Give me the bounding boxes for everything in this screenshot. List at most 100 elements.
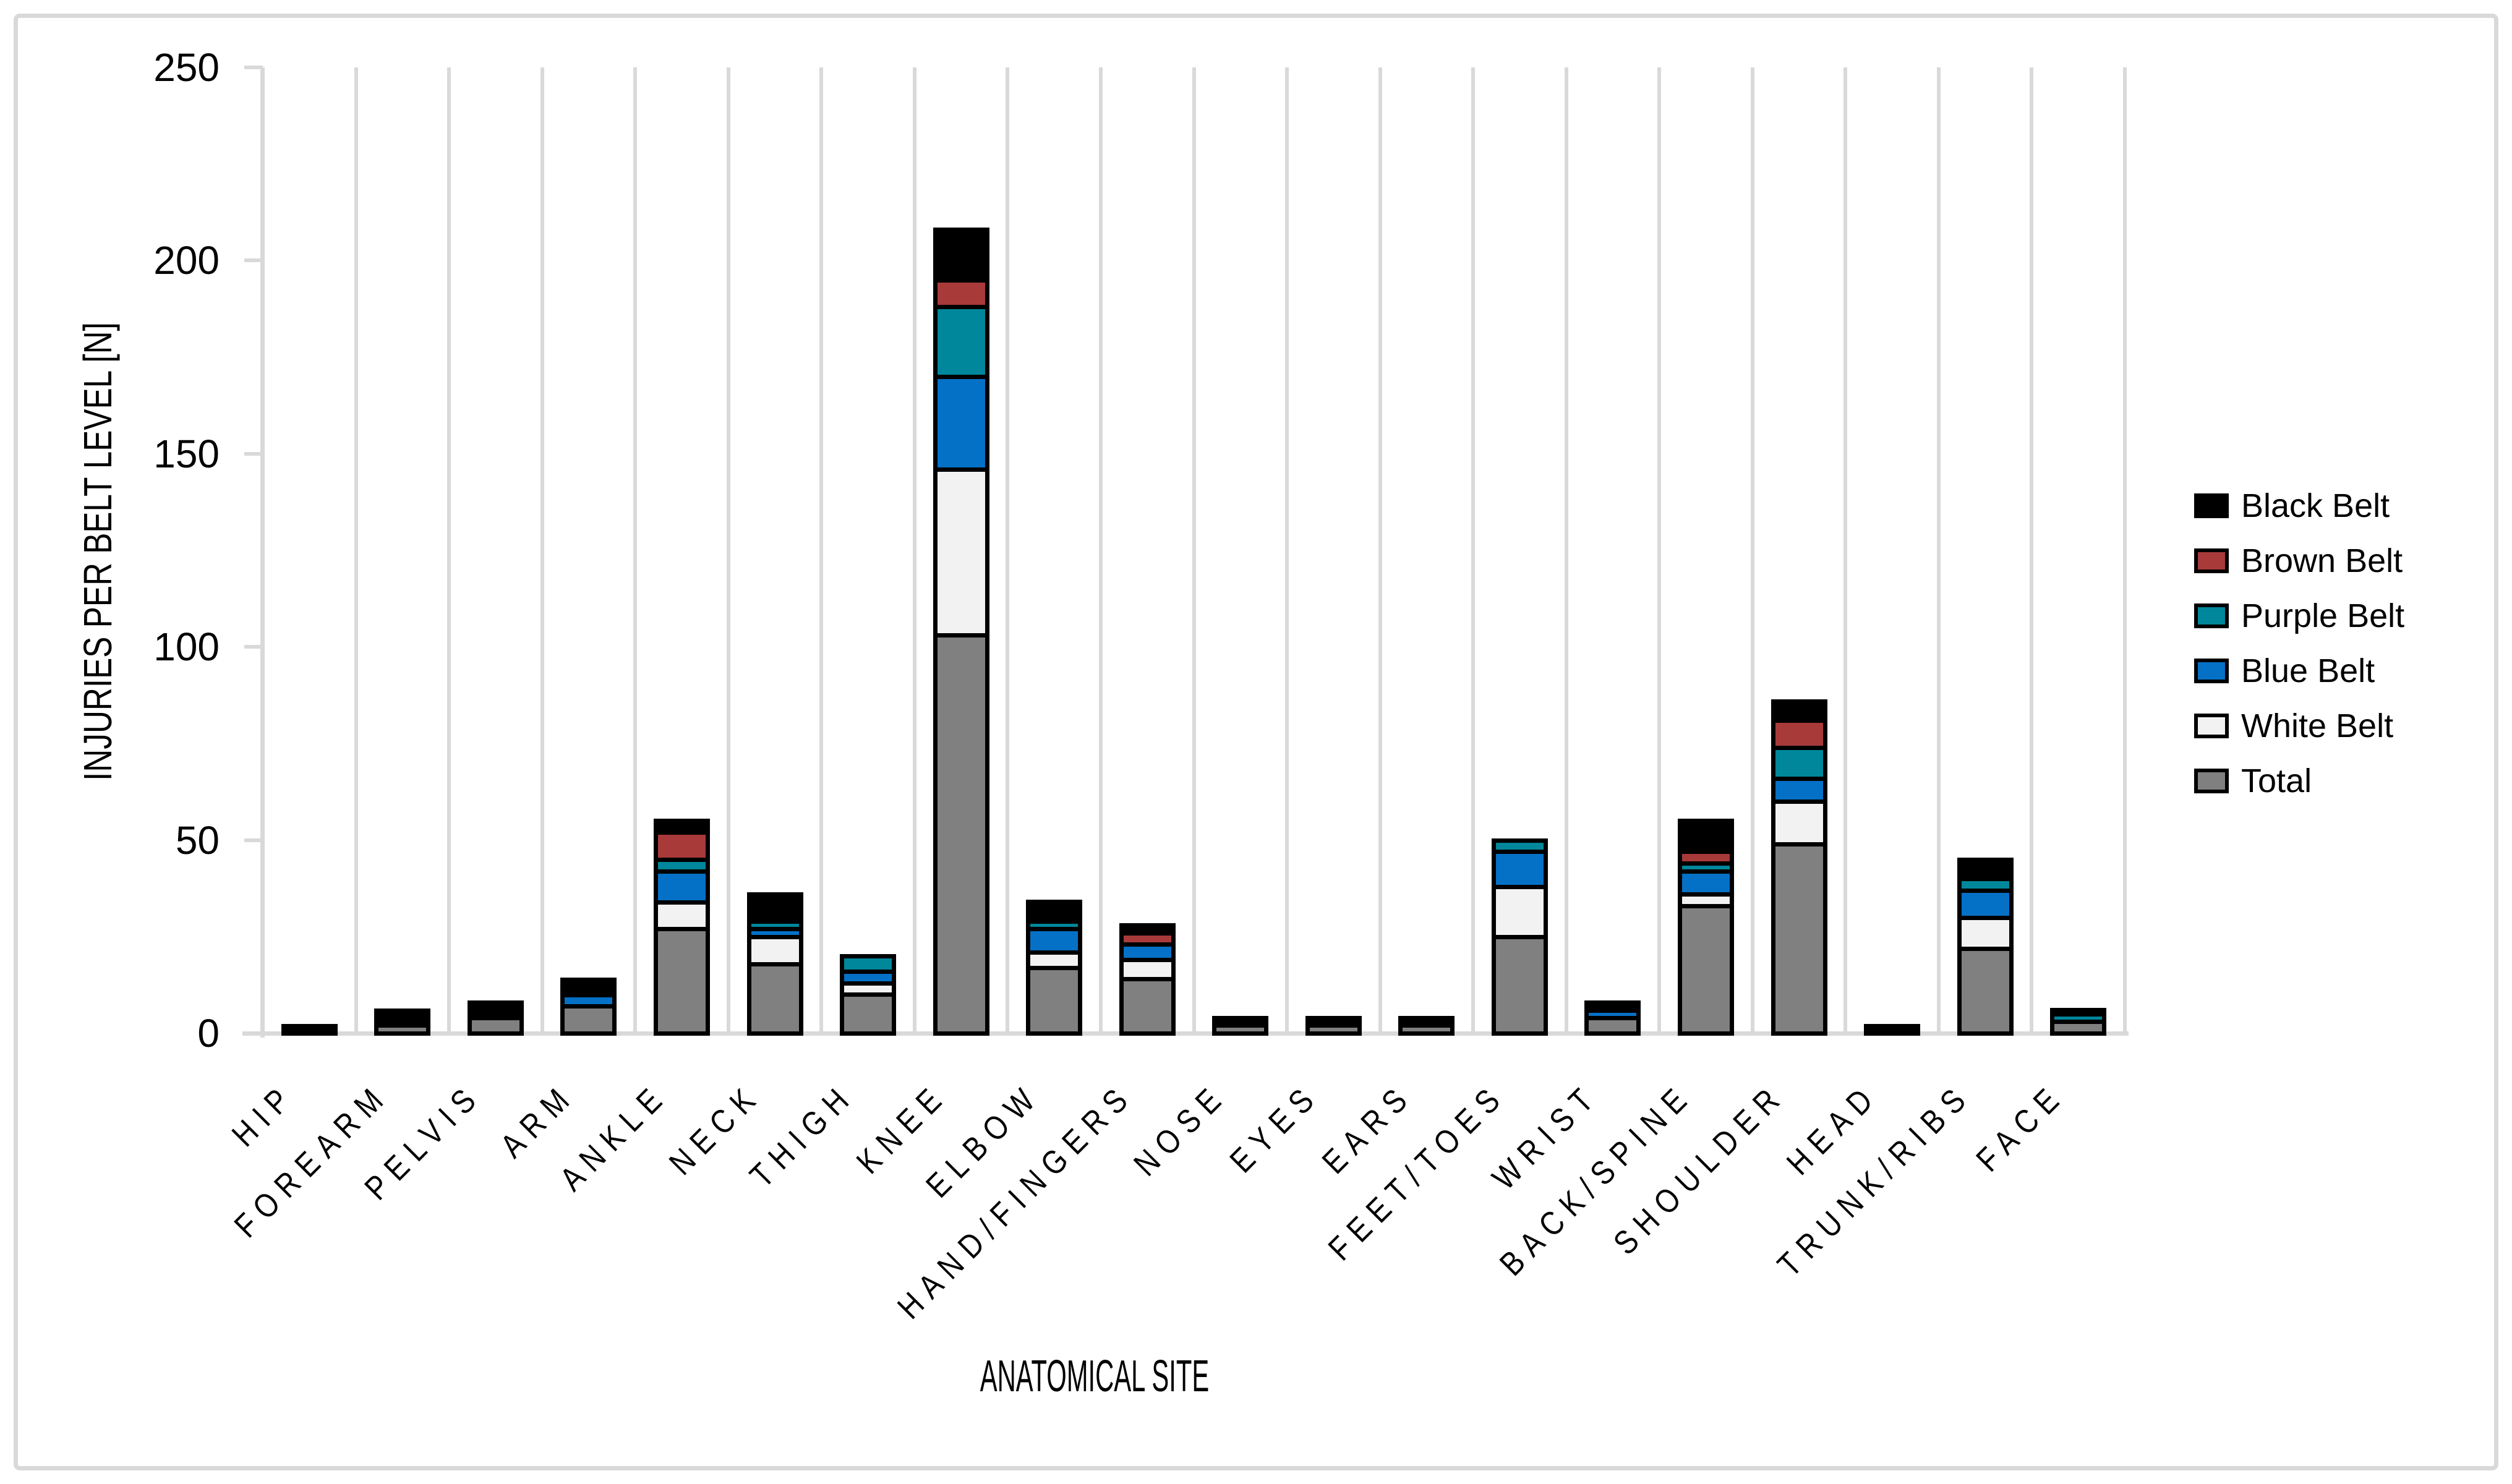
bar-segment-total <box>467 1016 524 1036</box>
gridline <box>354 67 358 1036</box>
bar-segment-total <box>1119 977 1176 1036</box>
bar-segment-purple-belt <box>1771 745 1827 781</box>
x-axis-title: ANATOMICAL SITE <box>980 1352 1210 1401</box>
bar-eyes <box>1305 1016 1362 1036</box>
bar-segment-white-belt <box>1957 915 2014 951</box>
bar-segment-total <box>1491 934 1548 1036</box>
bar-segment-total <box>1398 1023 1455 1036</box>
legend-label: Brown Belt <box>2241 542 2403 579</box>
gridline <box>1657 67 1662 1036</box>
gridline <box>1564 67 1568 1036</box>
y-tick-label: 200 <box>153 238 220 283</box>
gridline <box>633 67 638 1036</box>
bar-segment-total <box>2050 1020 2107 1036</box>
bar-segment-white-belt <box>1771 800 1827 846</box>
bar-segment-total <box>1678 903 1735 1036</box>
x-axis-line <box>242 1031 2129 1036</box>
bar-shoulder <box>1771 699 1827 1036</box>
bar-segment-total <box>840 992 897 1036</box>
gridline <box>726 67 730 1036</box>
y-tick <box>244 258 263 263</box>
legend-swatch-total <box>2194 769 2229 793</box>
bar-segment-black-belt <box>1678 819 1735 855</box>
bar-segment-blue-belt <box>933 374 989 472</box>
bar-segment-total <box>1771 842 1827 1036</box>
gridline <box>2123 67 2127 1036</box>
legend-item-white-belt: White Belt <box>2194 699 2393 753</box>
legend-label: White Belt <box>2241 707 2394 744</box>
bar-pelvis <box>467 1000 524 1036</box>
gridline <box>1843 67 1848 1036</box>
y-axis-title: INJURIES PER BELT LEVEL [N] <box>75 322 120 781</box>
bar-segment-black-belt <box>281 1023 338 1036</box>
legend-item-brown-belt: Brown Belt <box>2194 534 2403 588</box>
bar-segment-total <box>1957 946 2014 1036</box>
y-tick-label: 150 <box>153 431 220 476</box>
bar-segment-blue-belt <box>1491 850 1548 889</box>
bar-face <box>2050 1007 2107 1036</box>
gridline <box>1192 67 1196 1036</box>
bar-thigh <box>840 954 897 1036</box>
bar-segment-white-belt <box>1491 884 1548 939</box>
legend-swatch-black-belt <box>2194 493 2229 518</box>
legend-swatch-purple-belt <box>2194 603 2229 628</box>
bar-segment-total <box>653 927 710 1036</box>
bar-segment-total <box>1584 1015 1641 1036</box>
bar-segment-total <box>746 962 803 1036</box>
gridline <box>1378 67 1382 1036</box>
gridline <box>1098 67 1103 1036</box>
bar-feet-toes <box>1491 838 1548 1036</box>
legend-label: Blue Belt <box>2241 652 2375 689</box>
legend-item-purple-belt: Purple Belt <box>2194 589 2404 643</box>
legend-item-black-belt: Black Belt <box>2194 479 2390 533</box>
y-tick <box>244 645 263 649</box>
bar-knee <box>933 228 989 1036</box>
y-tick-label: 0 <box>197 1011 220 1055</box>
bar-segment-white-belt <box>746 934 803 966</box>
gridline <box>912 67 916 1036</box>
gridline <box>819 67 824 1036</box>
legend-swatch-blue-belt <box>2194 659 2229 683</box>
bar-hand-fingers <box>1119 923 1176 1036</box>
y-tick <box>244 838 263 842</box>
y-tick <box>244 66 263 69</box>
bar-elbow <box>1026 899 1083 1036</box>
bar-segment-total <box>374 1023 431 1036</box>
bar-segment-blue-belt <box>653 869 710 905</box>
y-axis-line <box>260 67 265 1038</box>
legend-swatch-white-belt <box>2194 714 2229 738</box>
gridline <box>1471 67 1476 1036</box>
y-tick <box>244 451 263 456</box>
bar-segment-brown-belt <box>933 278 989 310</box>
bar-segment-total <box>1212 1023 1269 1036</box>
gridline <box>447 67 451 1036</box>
y-tick-label: 250 <box>153 45 220 90</box>
bar-hip <box>281 1023 338 1036</box>
legend-label: Total <box>2241 762 2312 800</box>
bar-ears <box>1398 1016 1455 1036</box>
gridline <box>1936 67 1941 1036</box>
bar-nose <box>1212 1016 1269 1036</box>
bar-back-spine <box>1678 819 1735 1036</box>
bar-segment-total <box>560 1004 617 1036</box>
y-tick <box>244 1031 263 1035</box>
gridline <box>1750 67 1754 1036</box>
bar-segment-purple-belt <box>933 305 989 379</box>
bar-trunk-ribs <box>1957 857 2014 1036</box>
bar-forearm <box>374 1008 431 1036</box>
bar-segment-black-belt <box>933 228 989 283</box>
bar-head <box>1864 1023 1921 1036</box>
legend-item-blue-belt: Blue Belt <box>2194 644 2375 698</box>
gridline <box>1285 67 1289 1036</box>
bar-wrist <box>1584 1000 1641 1036</box>
gridline <box>2030 67 2034 1036</box>
gridline <box>540 67 544 1036</box>
bar-neck <box>746 892 803 1036</box>
legend-label: Black Belt <box>2241 487 2390 524</box>
legend-label: Purple Belt <box>2241 597 2405 634</box>
bar-ankle <box>653 819 710 1036</box>
bar-segment-white-belt <box>933 467 989 638</box>
y-tick-label: 50 <box>175 817 220 863</box>
bar-segment-black-belt <box>1864 1023 1921 1036</box>
